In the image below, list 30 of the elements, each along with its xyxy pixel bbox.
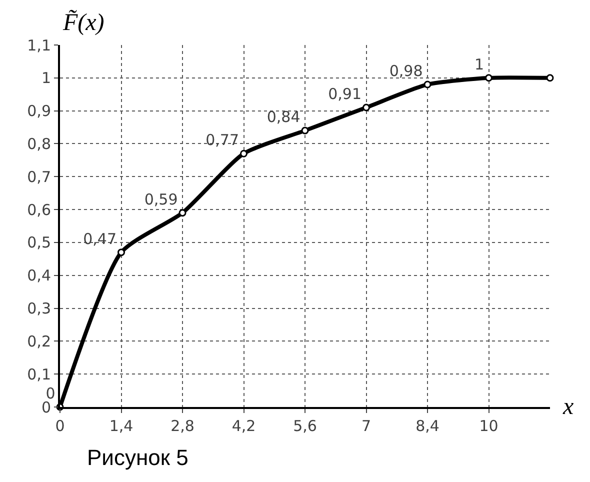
data-label: 0,98 xyxy=(389,62,423,80)
x-tick-label: 4,2 xyxy=(232,417,256,435)
y-tick-label: 0,9 xyxy=(27,102,51,120)
x-tick-label: 5,6 xyxy=(293,417,317,435)
y-tick-label: 0,5 xyxy=(27,234,51,252)
y-axis-title: F̃(x) xyxy=(62,9,104,36)
y-tick-label: 0,3 xyxy=(27,300,51,318)
data-label: 0,84 xyxy=(266,108,300,126)
x-tick-label: 0 xyxy=(55,417,65,435)
y-tick-label: 0,2 xyxy=(27,332,51,350)
y-tick-label: 0,4 xyxy=(27,266,51,285)
y-tick-label: 0,7 xyxy=(27,168,51,186)
x-tick-label: 10 xyxy=(479,417,498,435)
data-label: 0,47 xyxy=(83,230,116,248)
x-tick-label: 7 xyxy=(361,417,372,435)
x-tick-label: 1,4 xyxy=(109,417,134,435)
x-tick-label: 8,4 xyxy=(416,417,440,435)
y-tick-label: 0 xyxy=(41,398,51,416)
text: Рисунок 5 xyxy=(87,445,188,470)
data-label: 0,59 xyxy=(144,190,178,208)
data-label: 0,77 xyxy=(206,131,239,150)
y-tick-label: 0,6 xyxy=(27,200,51,219)
data-label: 0,91 xyxy=(328,85,362,104)
y-tick-label: 0,1 xyxy=(27,365,51,384)
y-tick-label: 0,8 xyxy=(27,134,51,153)
data-label: 1 xyxy=(474,55,484,74)
x-axis-title: x xyxy=(562,394,574,420)
x-tick-label: 2,8 xyxy=(170,417,194,435)
y-tick-label: 1,1 xyxy=(27,36,51,54)
y-tick-label: 1 xyxy=(41,69,51,88)
